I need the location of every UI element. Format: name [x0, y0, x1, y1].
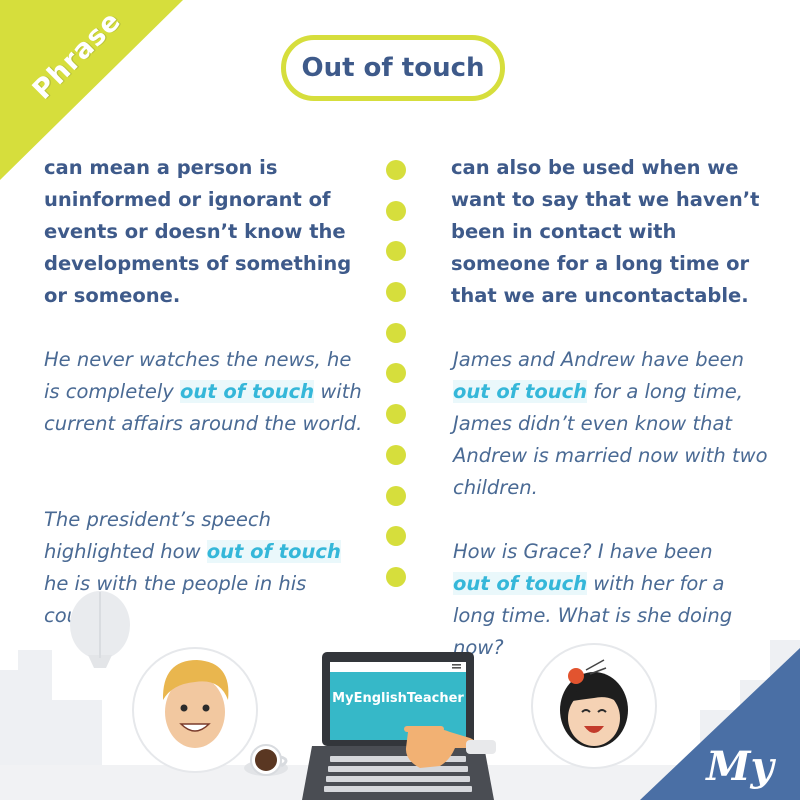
logo-icon: My — [640, 648, 800, 800]
divider-dot — [386, 200, 406, 221]
example-text: with her for a long time. What is she do… — [453, 572, 733, 659]
divider-dot — [386, 363, 406, 384]
svg-text:My: My — [704, 743, 776, 790]
example-text: The president’s speech highlighted how — [44, 508, 271, 563]
phrase-highlight: out of touch — [180, 380, 315, 403]
phrase-highlight: out of touch — [453, 572, 588, 595]
meaning-column-left: can mean a person is uninformed or ignor… — [44, 152, 364, 627]
laptop-screen-text: MyEnglishTeacher — [332, 691, 464, 706]
phrase-title: Out of touch — [281, 35, 505, 101]
example-text: for a long time, James didn’t even know … — [453, 380, 768, 499]
divider-dot — [386, 282, 406, 303]
example-text: How is Grace? I have been — [453, 540, 713, 563]
hand-icon — [404, 726, 496, 768]
ribbon-label: Phrase — [26, 5, 128, 106]
laptop-icon: MyEnglishTeacher — [302, 652, 494, 800]
definition-left: can mean a person is uninformed or ignor… — [44, 156, 352, 307]
divider-dot — [386, 444, 406, 465]
coffee-cup-icon — [244, 744, 288, 776]
definition-right: can also be used when we want to say tha… — [451, 156, 760, 307]
phrase-highlight: out of touch — [453, 380, 588, 403]
divider-dot — [386, 526, 406, 547]
phrase-highlight: out of touch — [206, 540, 341, 563]
divider-dot — [386, 241, 406, 262]
divider-dot — [386, 485, 406, 506]
girl-avatar-icon — [531, 643, 657, 769]
example-left-2: The president’s speech highlighted how o… — [44, 504, 364, 632]
divider-dot — [386, 404, 406, 425]
hot-air-balloon-icon — [70, 591, 130, 668]
divider-dot — [386, 160, 406, 180]
example-right-1: James and Andrew have been out of touch … — [453, 344, 773, 504]
example-text: James and Andrew have been — [453, 348, 744, 371]
boy-avatar-icon — [132, 647, 258, 773]
divider-dot — [386, 566, 406, 587]
example-right-2: How is Grace? I have been out of touch w… — [453, 536, 753, 664]
example-left-1: He never watches the news, he is complet… — [44, 344, 364, 440]
meaning-column-right: can also be used when we want to say tha… — [451, 152, 781, 659]
dotted-divider — [386, 160, 408, 608]
example-text: He never watches the news, he is complet… — [44, 348, 352, 403]
bottom-illustration: MyEnglishTeacher — [0, 591, 800, 800]
divider-dot — [386, 322, 406, 343]
example-text: with current affairs around the world. — [44, 380, 363, 435]
